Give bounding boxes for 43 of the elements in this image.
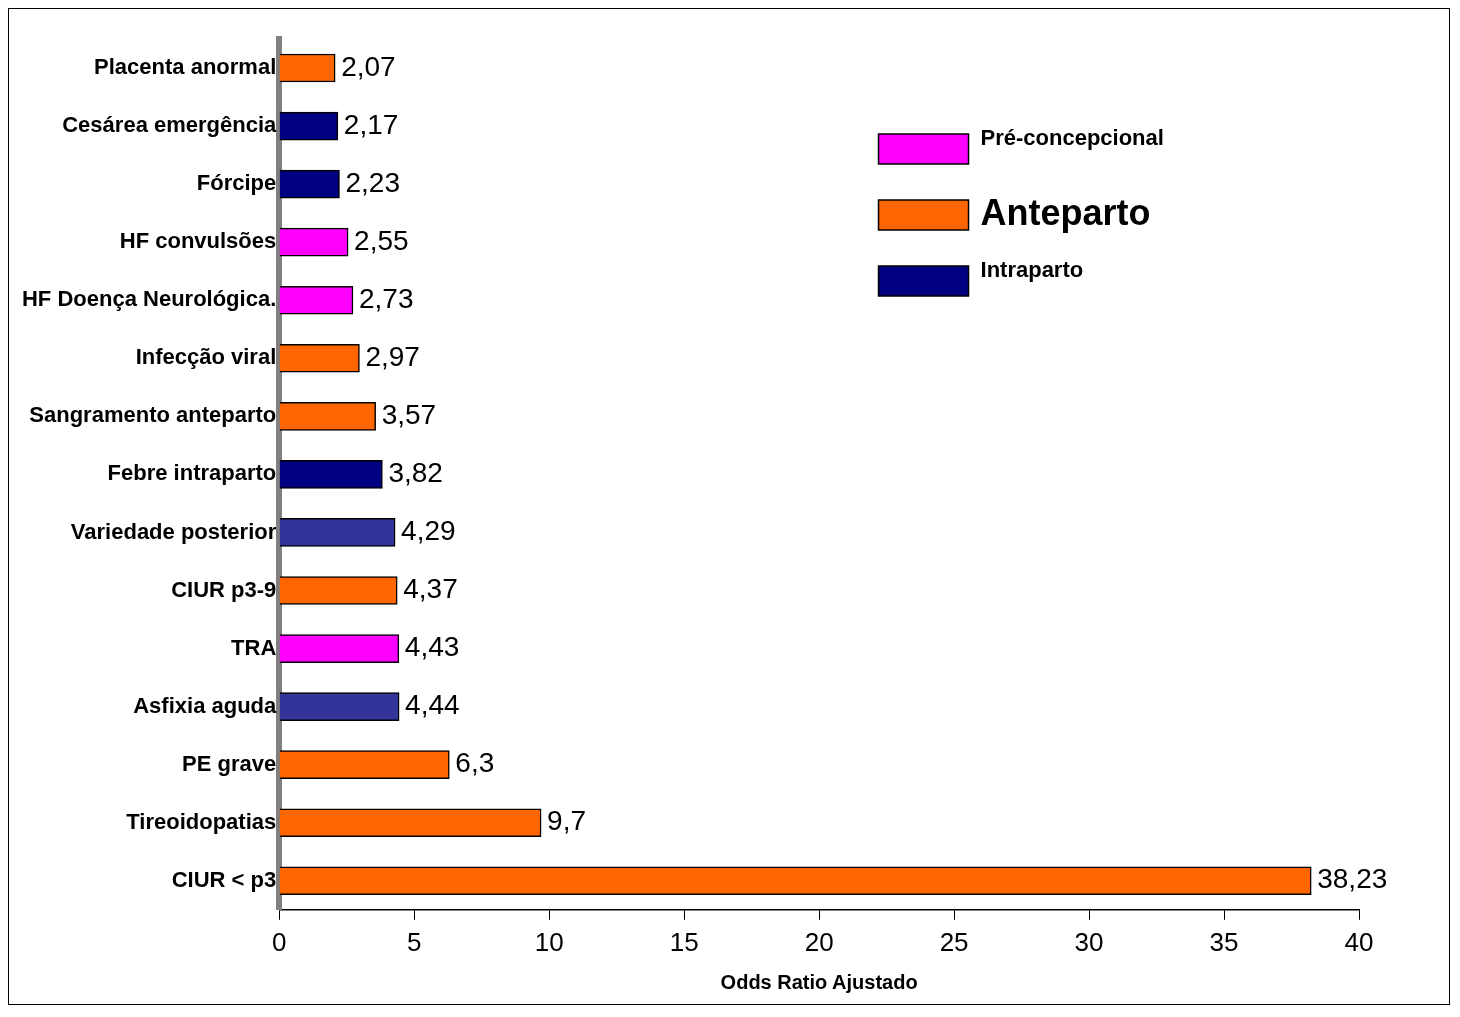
y-tick-label: HF convulsões	[119, 228, 277, 254]
data-label: 6,3	[455, 747, 495, 779]
y-tick-label: Tireoidopatias	[126, 808, 277, 834]
y-tick-label: PE grave	[182, 750, 277, 776]
x-tick-label: 10	[534, 926, 564, 957]
x-tick-label: 30	[1074, 926, 1104, 957]
y-tick-label: HF Doença Neurológica.	[21, 286, 277, 312]
legend-label: Anteparto	[980, 191, 1151, 233]
x-tick-label: 0	[272, 926, 287, 957]
data-label: 4,43	[404, 631, 460, 663]
data-label: 4,37	[403, 573, 458, 605]
y-tick-label: Febre intraparto	[107, 460, 277, 486]
data-label: 38,23	[1317, 863, 1388, 895]
y-tick-label: Variedade posterior	[70, 518, 277, 544]
data-label: 2,97	[365, 341, 420, 373]
y-tick-label: Cesárea emergência	[62, 112, 278, 138]
data-label: 3,82	[388, 457, 443, 489]
data-label: 9,7	[547, 805, 587, 837]
y-tick-label: Fórcipe	[196, 170, 277, 196]
x-tick-label: 35	[1209, 926, 1239, 957]
data-label: 4,44	[405, 689, 460, 721]
x-axis-title: Odds Ratio Ajustado	[720, 970, 918, 993]
y-tick-label: TRA	[231, 634, 277, 660]
data-label: 2,23	[345, 166, 400, 198]
x-tick-label: 15	[669, 926, 699, 957]
data-label: 2,07	[341, 50, 396, 82]
data-label: 4,29	[401, 515, 456, 547]
data-label: 2,17	[343, 108, 399, 140]
x-tick-label: 25	[939, 926, 969, 957]
legend-label: Pré-concepcional	[980, 125, 1164, 151]
y-tick-label: Infecção viral	[135, 344, 277, 370]
y-tick-label: Sangramento anteparto	[29, 402, 277, 428]
x-tick-label: 20	[804, 926, 834, 957]
y-tick-label: Placenta anormal	[94, 54, 277, 80]
data-label: 2,55	[354, 224, 409, 256]
data-label: 3,57	[381, 399, 437, 431]
y-tick-label: Asfixia aguda	[133, 692, 278, 718]
x-tick-label: 5	[407, 926, 422, 957]
y-tick-label: CIUR < p3	[171, 866, 277, 892]
y-tick-label: CIUR p3-9	[171, 576, 277, 602]
x-tick-label: 40	[1344, 926, 1374, 957]
legend-label: Intraparto	[980, 257, 1084, 283]
data-label: 2,73	[358, 282, 414, 314]
